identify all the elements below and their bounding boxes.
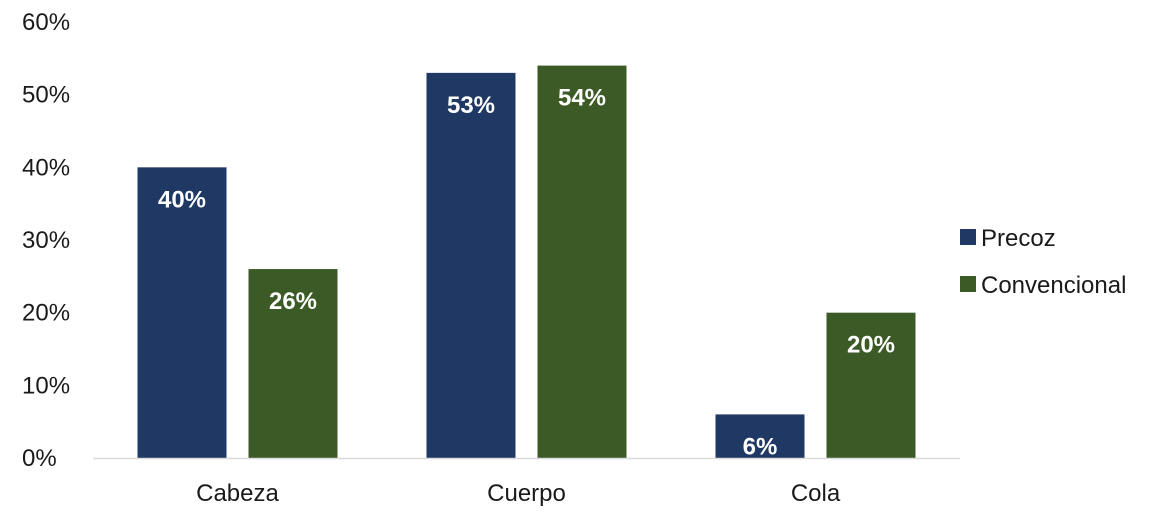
legend-swatch bbox=[960, 276, 976, 292]
bar-precoz-cabeza bbox=[137, 167, 227, 459]
x-axis: Cabeza Cuerpo Cola bbox=[93, 457, 960, 507]
bar-data-label: 26% bbox=[269, 288, 317, 315]
bar-convencional-cabeza bbox=[248, 269, 338, 458]
y-axis: 0% 10% 20% 30% 40% 50% 60% bbox=[22, 9, 70, 472]
bars: 40% 26% 53% 54% 6% 20% bbox=[137, 65, 916, 460]
y-tick-label: 0% bbox=[22, 445, 57, 472]
legend-swatch bbox=[960, 229, 976, 245]
bar-data-label: 53% bbox=[447, 92, 495, 119]
bar-convencional-cuerpo bbox=[537, 65, 627, 458]
bar-data-label: 20% bbox=[847, 332, 895, 359]
bar-data-label: 6% bbox=[743, 433, 778, 460]
x-tick-label: Cola bbox=[791, 480, 841, 507]
y-tick-label: 30% bbox=[22, 227, 70, 254]
bar-convencional-cola bbox=[826, 312, 916, 458]
x-tick-label: Cabeza bbox=[196, 480, 279, 507]
bar-data-label: 54% bbox=[558, 85, 606, 112]
y-tick-label: 40% bbox=[22, 154, 70, 181]
y-tick-label: 10% bbox=[22, 372, 70, 399]
x-tick-label: Cuerpo bbox=[487, 480, 566, 507]
bar-precoz-cola bbox=[715, 414, 805, 458]
y-tick-label: 60% bbox=[22, 9, 70, 36]
legend-label: Precoz bbox=[981, 225, 1056, 252]
legend-label: Convencional bbox=[981, 272, 1126, 299]
y-tick-label: 50% bbox=[22, 82, 70, 109]
bar-precoz-cuerpo bbox=[426, 72, 516, 458]
y-tick-label: 20% bbox=[22, 300, 70, 327]
bar-data-label: 40% bbox=[158, 186, 206, 213]
legend: Precoz Convencional bbox=[960, 225, 1126, 299]
